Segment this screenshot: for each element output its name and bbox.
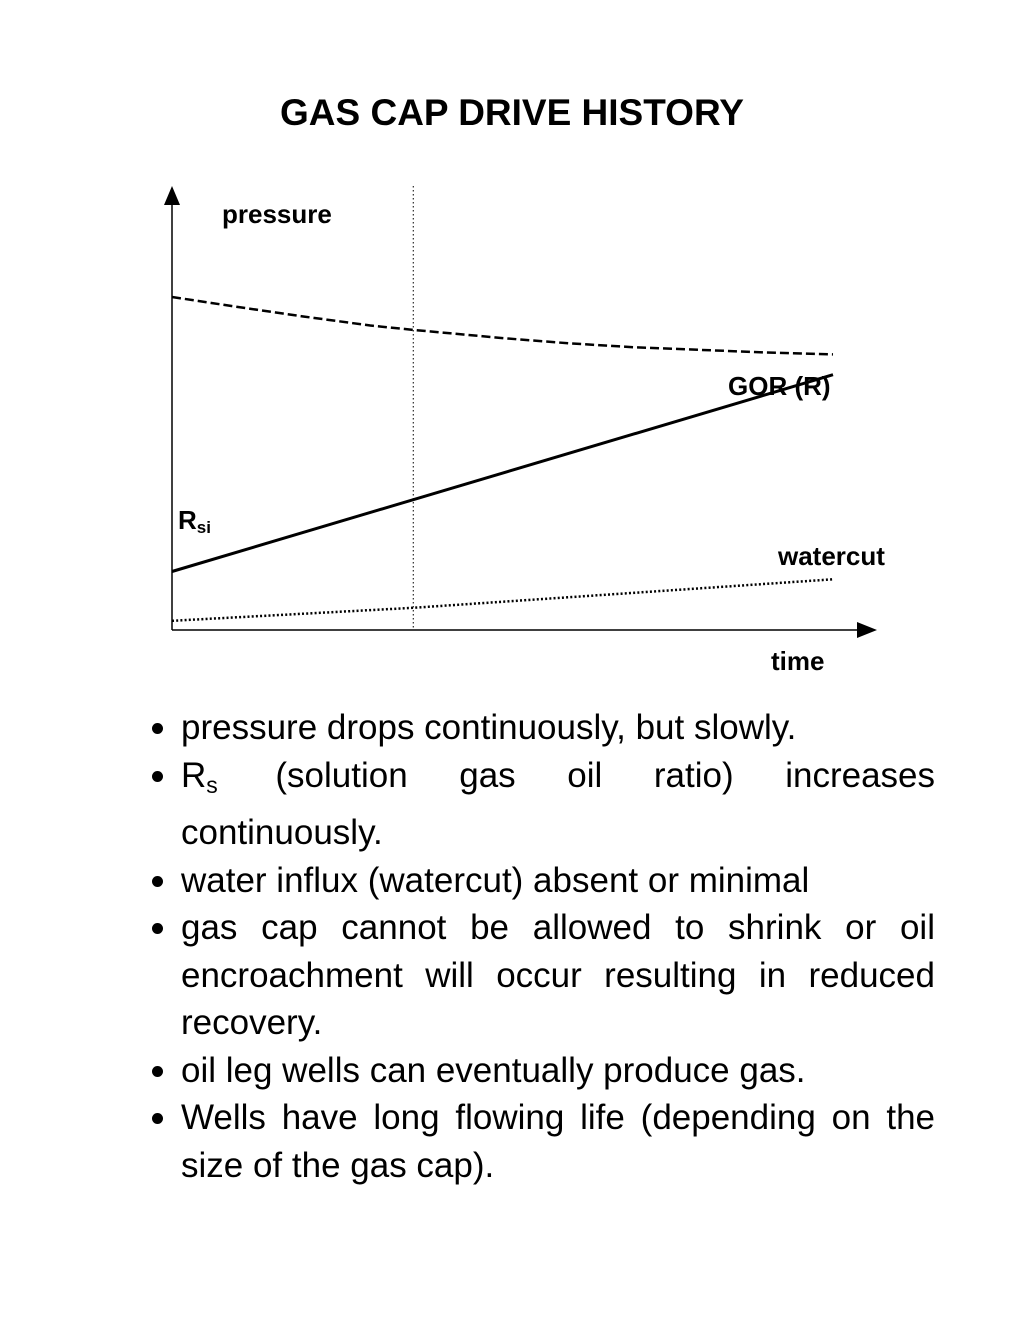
bullet-symbol: R (181, 755, 207, 795)
bullet-dot (152, 923, 163, 934)
bullet-text: pressure drops continuously, but slowly. (181, 708, 797, 747)
series-pressure-line (171, 295, 834, 356)
series-label-watercut: watercut (777, 541, 885, 571)
bullet-text: oil leg wells can eventually produce gas… (181, 1050, 806, 1090)
gas-cap-drive-chart: pressure GOR (R) watercut time Rsi (164, 186, 885, 676)
x-axis-arrow (857, 622, 877, 638)
x-axis-label: time (771, 646, 824, 676)
bullet-text: gas cap cannot be allowed to shrink or o… (181, 908, 935, 1042)
series-label-pressure: pressure (222, 199, 332, 229)
bullet-item: oil leg wells can eventually produce gas… (150, 1047, 935, 1095)
bullet-item: pressure drops continuously, but slowly. (150, 704, 935, 752)
bullet-item: Rs (solution gas oil ratio) increases co… (150, 752, 935, 857)
bullet-dot (152, 723, 163, 734)
rsi-subscript: si (197, 518, 211, 537)
rsi-symbol: R (178, 505, 197, 535)
bullet-text: (solution gas oil ratio) increases conti… (181, 755, 935, 853)
bullet-dot (152, 875, 163, 887)
y-axis-arrow (164, 186, 180, 205)
series-label-gor: GOR (R) (728, 371, 831, 401)
bullet-dot (152, 1065, 163, 1077)
series-watercut-line (171, 578, 834, 623)
bullet-item: Wells have long flowing life (depending … (150, 1094, 935, 1189)
bullet-item: water influx (watercut) absent or minima… (150, 857, 935, 905)
bullet-item: gas cap cannot be allowed to shrink or o… (150, 904, 935, 1047)
rsi-annotation: Rsi (178, 505, 211, 537)
bullet-subscript: s (206, 771, 218, 798)
bullet-list: pressure drops continuously, but slowly.… (150, 704, 935, 1189)
bullet-text: Wells have long flowing life (depending … (181, 1098, 935, 1185)
page-title: GAS CAP DRIVE HISTORY (280, 92, 744, 133)
bullet-dot (152, 770, 163, 782)
bullet-dot (152, 1113, 163, 1124)
bullet-text: water influx (watercut) absent or minima… (181, 860, 810, 900)
series-gor-line (171, 373, 834, 573)
